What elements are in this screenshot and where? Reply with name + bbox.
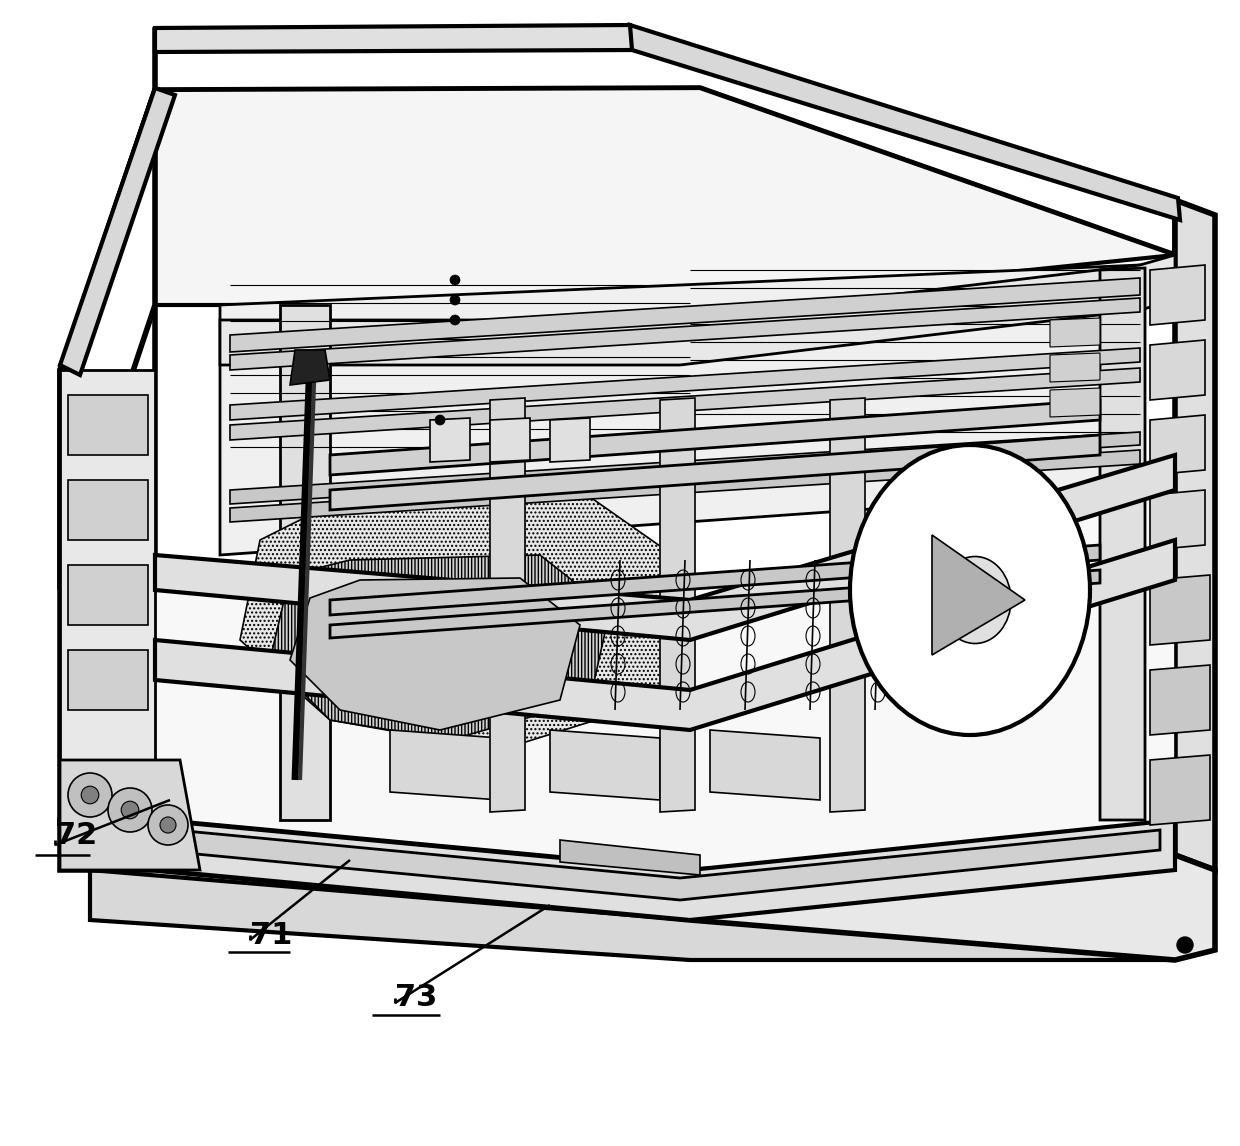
Text: 72: 72 xyxy=(55,821,97,849)
Polygon shape xyxy=(490,398,525,813)
Polygon shape xyxy=(229,298,1140,370)
Polygon shape xyxy=(290,578,580,730)
Polygon shape xyxy=(270,555,610,740)
Polygon shape xyxy=(68,395,148,455)
Polygon shape xyxy=(330,400,1100,474)
Ellipse shape xyxy=(849,445,1090,735)
Polygon shape xyxy=(241,490,680,749)
Circle shape xyxy=(435,415,445,425)
Polygon shape xyxy=(68,650,148,711)
Circle shape xyxy=(122,801,139,818)
Polygon shape xyxy=(68,565,148,625)
Polygon shape xyxy=(630,25,1180,220)
Polygon shape xyxy=(91,870,1215,960)
Circle shape xyxy=(1177,937,1193,953)
Circle shape xyxy=(108,788,153,832)
Polygon shape xyxy=(229,368,1140,440)
Polygon shape xyxy=(229,450,1140,521)
Polygon shape xyxy=(490,418,529,462)
Polygon shape xyxy=(155,821,1176,920)
Polygon shape xyxy=(1149,490,1205,550)
Polygon shape xyxy=(551,730,660,800)
Polygon shape xyxy=(330,435,1100,510)
Polygon shape xyxy=(60,91,155,590)
Polygon shape xyxy=(1149,665,1210,735)
Circle shape xyxy=(450,295,460,305)
Polygon shape xyxy=(560,840,701,876)
Polygon shape xyxy=(290,350,330,385)
Polygon shape xyxy=(155,28,1176,256)
Polygon shape xyxy=(830,398,866,813)
Polygon shape xyxy=(1050,317,1100,347)
Polygon shape xyxy=(1100,268,1145,821)
Polygon shape xyxy=(219,256,1176,364)
Polygon shape xyxy=(1149,415,1205,474)
Polygon shape xyxy=(1149,265,1205,325)
Polygon shape xyxy=(1050,388,1100,417)
Circle shape xyxy=(450,315,460,325)
Polygon shape xyxy=(60,760,200,870)
Polygon shape xyxy=(391,730,500,800)
Polygon shape xyxy=(175,830,1159,900)
Polygon shape xyxy=(1050,353,1100,382)
Polygon shape xyxy=(60,91,155,821)
Circle shape xyxy=(81,786,99,803)
Polygon shape xyxy=(60,88,175,375)
Polygon shape xyxy=(1149,340,1205,400)
Polygon shape xyxy=(1176,201,1215,870)
Polygon shape xyxy=(229,432,1140,504)
Circle shape xyxy=(160,817,176,833)
Polygon shape xyxy=(155,455,1176,639)
Text: 71: 71 xyxy=(250,920,293,950)
Polygon shape xyxy=(155,88,1176,305)
Text: 73: 73 xyxy=(396,983,438,1013)
Polygon shape xyxy=(60,370,155,821)
Polygon shape xyxy=(219,265,1140,555)
Polygon shape xyxy=(155,25,635,52)
Polygon shape xyxy=(68,480,148,540)
Polygon shape xyxy=(660,398,694,813)
Polygon shape xyxy=(711,730,820,800)
Polygon shape xyxy=(551,418,590,462)
Polygon shape xyxy=(430,418,470,462)
Circle shape xyxy=(450,275,460,285)
Circle shape xyxy=(148,804,188,845)
Polygon shape xyxy=(932,535,1025,656)
Ellipse shape xyxy=(939,557,1011,644)
Polygon shape xyxy=(280,305,330,821)
Polygon shape xyxy=(1149,755,1210,825)
Polygon shape xyxy=(330,545,1100,615)
Polygon shape xyxy=(1149,575,1210,645)
Polygon shape xyxy=(60,821,1215,960)
Polygon shape xyxy=(229,278,1140,352)
Polygon shape xyxy=(330,570,1100,638)
Circle shape xyxy=(68,774,112,817)
Polygon shape xyxy=(229,348,1140,419)
Polygon shape xyxy=(155,540,1176,730)
Polygon shape xyxy=(155,455,1176,870)
